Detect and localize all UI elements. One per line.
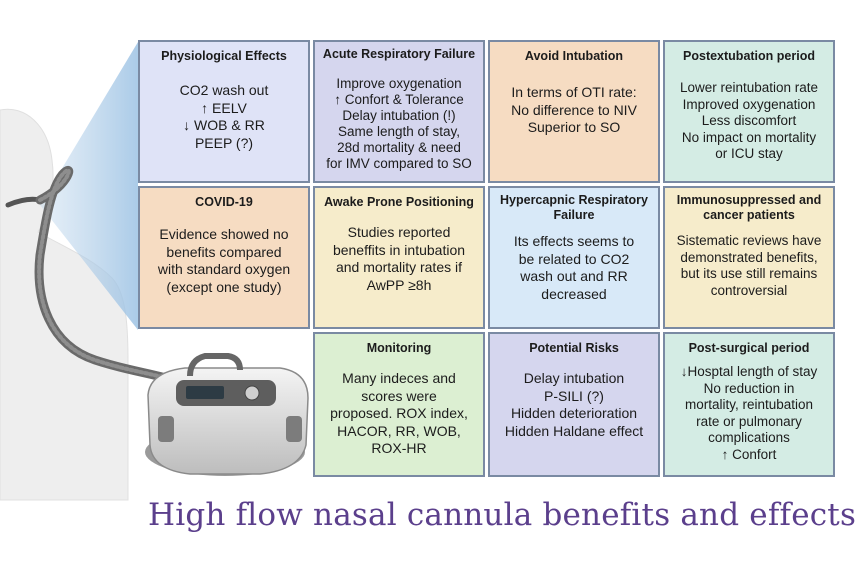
zoom-cone	[40, 42, 138, 330]
card-title: COVID-19	[195, 195, 253, 209]
card-body: Improve oxygenation ↑ Confort & Toleranc…	[326, 76, 472, 171]
card-title: Postextubation period	[683, 49, 815, 63]
card-covid-19: COVID-19 Evidence showed no benefits com…	[138, 186, 310, 329]
figure-title: High flow nasal cannula benefits and eff…	[148, 497, 857, 533]
card-title: Monitoring	[366, 341, 432, 355]
card-title: Potential Risks	[529, 341, 619, 355]
card-title: Physiological Effects	[161, 49, 287, 63]
card-body: Delay intubation P-SILI (?) Hidden deter…	[504, 370, 644, 439]
card-immunosuppressed-cancer: Immunosuppressed and cancer patients Sis…	[663, 186, 835, 329]
card-postextubation-period: Postextubation period Lower reintubation…	[663, 40, 835, 183]
card-body: Many indeces and scores were proposed. R…	[330, 370, 468, 456]
card-title: Awake Prone Positioning	[324, 195, 474, 209]
card-physiological-effects: Physiological Effects CO2 wash out ↑ EEL…	[138, 40, 310, 183]
card-title: Acute Respiratory Failure	[322, 47, 476, 61]
hfnc-device	[145, 353, 309, 476]
card-potential-risks: Potential Risks Delay intubation P-SILI …	[488, 332, 660, 477]
card-title: Hypercapnic Respiratory Failure	[500, 193, 648, 222]
card-body: Lower reintubation rate Improved oxygena…	[679, 80, 819, 161]
card-body: Evidence showed no benefits compared wit…	[157, 226, 291, 295]
card-title: Immunosuppressed and cancer patients	[676, 193, 822, 222]
card-monitoring: Monitoring Many indeces and scores were …	[313, 332, 485, 477]
card-title: Avoid Intubation	[524, 49, 624, 63]
card-body: CO2 wash out ↑ EELV ↓ WOB & RR PEEP (?)	[179, 82, 269, 151]
card-body: Its effects seems to be related to CO2 w…	[513, 233, 635, 302]
card-awake-prone-positioning: Awake Prone Positioning Studies reported…	[313, 186, 485, 329]
card-acute-respiratory-failure: Acute Respiratory Failure Improve oxygen…	[313, 40, 485, 183]
card-body: ↓Hosptal length of stay No reduction in …	[680, 364, 818, 462]
card-post-surgical-period: Post-surgical period ↓Hosptal length of …	[663, 332, 835, 477]
card-hypercapnic-respiratory-failure: Hypercapnic Respiratory Failure Its effe…	[488, 186, 660, 329]
card-body: Studies reported beneffits in intubation…	[332, 224, 466, 293]
card-avoid-intubation: Avoid Intubation In terms of OTI rate: N…	[488, 40, 660, 183]
card-body: In terms of OTI rate: No difference to N…	[511, 84, 637, 135]
card-body: Sistematic reviews have demonstrated ben…	[676, 233, 822, 298]
card-title: Post-surgical period	[688, 341, 810, 355]
